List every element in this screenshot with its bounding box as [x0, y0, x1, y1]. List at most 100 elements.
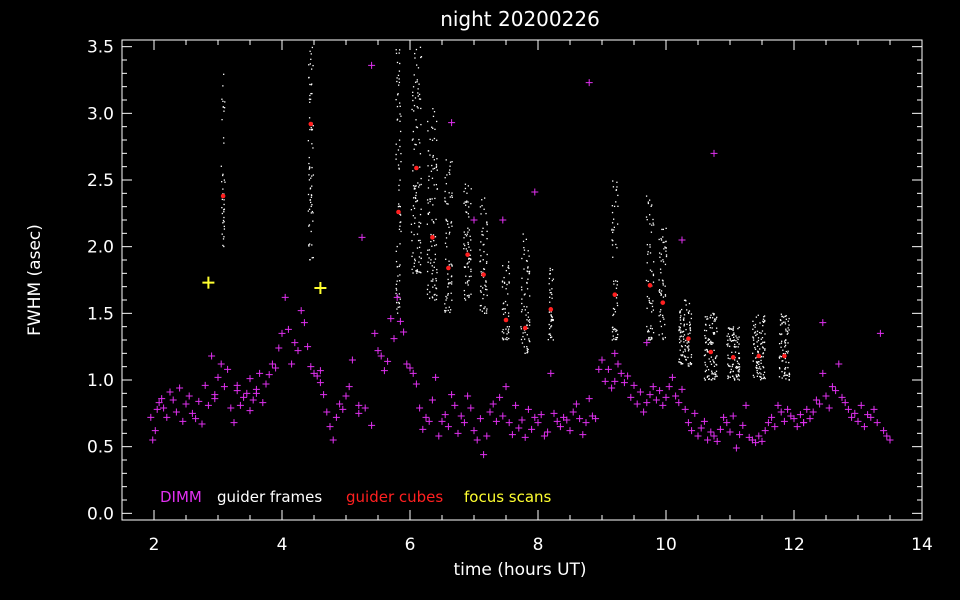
guider-frame-point	[778, 357, 781, 359]
dimm-point	[796, 411, 804, 419]
guider-frame-point	[398, 78, 400, 80]
guider-frame-point	[682, 351, 684, 353]
guider-frame-point	[763, 315, 766, 317]
guider-frame-point	[416, 247, 419, 249]
guider-frame-point	[665, 254, 668, 256]
guider-frame-point	[222, 137, 225, 139]
dimm-point	[851, 409, 859, 417]
guider-frame-point	[658, 334, 660, 336]
guider-frame-point	[683, 323, 685, 325]
guider-frame-point	[414, 258, 416, 260]
guider-frame-point	[732, 333, 734, 336]
guider-frame-point	[709, 327, 711, 329]
guider-frame-point	[310, 92, 312, 95]
guider-frame-point	[713, 349, 715, 352]
guider-frame-point	[784, 366, 787, 369]
guider-frame-point	[483, 251, 485, 253]
guider-frame-point	[481, 287, 484, 289]
dimm-point	[435, 432, 443, 440]
guider-frame-point	[466, 192, 468, 194]
guider-frame-point	[310, 126, 312, 129]
guider-frame-point	[399, 130, 402, 133]
guider-frame-point	[450, 263, 452, 265]
guider-frame-point	[715, 370, 718, 372]
guider-frame-point	[414, 196, 416, 199]
guider-frame-point	[689, 324, 691, 327]
guider-frame-point	[308, 174, 310, 176]
guider-frame-point	[780, 333, 782, 336]
guider-frame-point	[660, 237, 662, 240]
dimm-point	[409, 369, 417, 377]
dimm-point	[512, 401, 520, 409]
dimm-point	[153, 405, 161, 413]
guider-frame-point	[523, 268, 525, 270]
guider-frame-point	[223, 225, 225, 228]
guider-frame-point	[416, 81, 418, 83]
guider-frame-point	[420, 183, 422, 186]
dimm-point	[697, 424, 705, 432]
guider-frame-point	[501, 280, 504, 282]
guider-cube-point	[430, 235, 435, 240]
guider-frame-point	[508, 261, 510, 263]
dimm-point	[694, 432, 702, 440]
guider-frame-point	[784, 321, 786, 323]
guider-frame-point	[434, 258, 437, 260]
dimm-point	[291, 339, 299, 347]
guider-frame-point	[398, 203, 400, 205]
y-tick-label: 0.5	[87, 438, 114, 458]
guider-frame-point	[658, 315, 660, 317]
dimm-point	[672, 392, 680, 400]
guider-frame-point	[662, 284, 664, 286]
guider-frame-point	[396, 77, 398, 79]
guider-frame-point	[647, 251, 649, 253]
guider-frame-point	[726, 343, 728, 346]
guider-frame-point	[444, 190, 446, 193]
guider-frame-point	[752, 374, 755, 377]
guider-frame-point	[463, 294, 466, 296]
guider-frame-point	[752, 337, 755, 339]
guider-frame-point	[712, 342, 714, 344]
dimm-point	[300, 319, 308, 327]
dimm-point	[425, 417, 433, 425]
guider-frame-point	[398, 168, 400, 170]
guider-frame-point	[526, 349, 528, 351]
guider-frame-point	[312, 125, 314, 127]
guider-frame-point	[398, 167, 400, 169]
guider-frame-point	[755, 334, 757, 337]
guider-frame-point	[308, 64, 310, 66]
guider-frame-point	[470, 239, 472, 241]
guider-frame-point	[729, 357, 731, 360]
guider-frame-point	[659, 311, 661, 313]
guider-frame-point	[223, 179, 225, 181]
guider-frame-point	[415, 270, 417, 272]
guider-frame-point	[399, 243, 401, 245]
guider-frame-point	[504, 300, 507, 303]
guider-frame-point	[738, 379, 741, 381]
dimm-point	[214, 373, 222, 381]
guider-frame-point	[436, 120, 438, 123]
guider-frame-point	[548, 283, 550, 285]
guider-frame-point	[418, 186, 420, 188]
guider-frame-point	[444, 197, 446, 199]
guider-frame-point	[732, 363, 734, 365]
guider-frame-point	[429, 262, 432, 264]
guider-frame-point	[688, 341, 690, 343]
guider-frame-point	[679, 311, 681, 313]
guider-frame-point	[649, 244, 651, 246]
guider-frame-point	[434, 236, 437, 238]
guider-frame-point	[426, 223, 429, 225]
guider-frame-point	[526, 260, 528, 262]
guider-frame-point	[705, 329, 708, 332]
guider-frame-point	[615, 337, 617, 339]
guider-frame-point	[664, 295, 667, 297]
guider-frame-point	[683, 334, 686, 336]
guider-frame-point	[687, 347, 689, 349]
guider-frame-point	[733, 339, 736, 341]
guider-frame-point	[434, 244, 436, 247]
guider-frame-point	[396, 312, 399, 314]
guider-frame-point	[758, 366, 761, 368]
guider-frame-point	[432, 156, 434, 158]
guider-frame-point	[653, 261, 655, 263]
dimm-point	[428, 396, 436, 404]
guider-frame-point	[652, 274, 655, 277]
